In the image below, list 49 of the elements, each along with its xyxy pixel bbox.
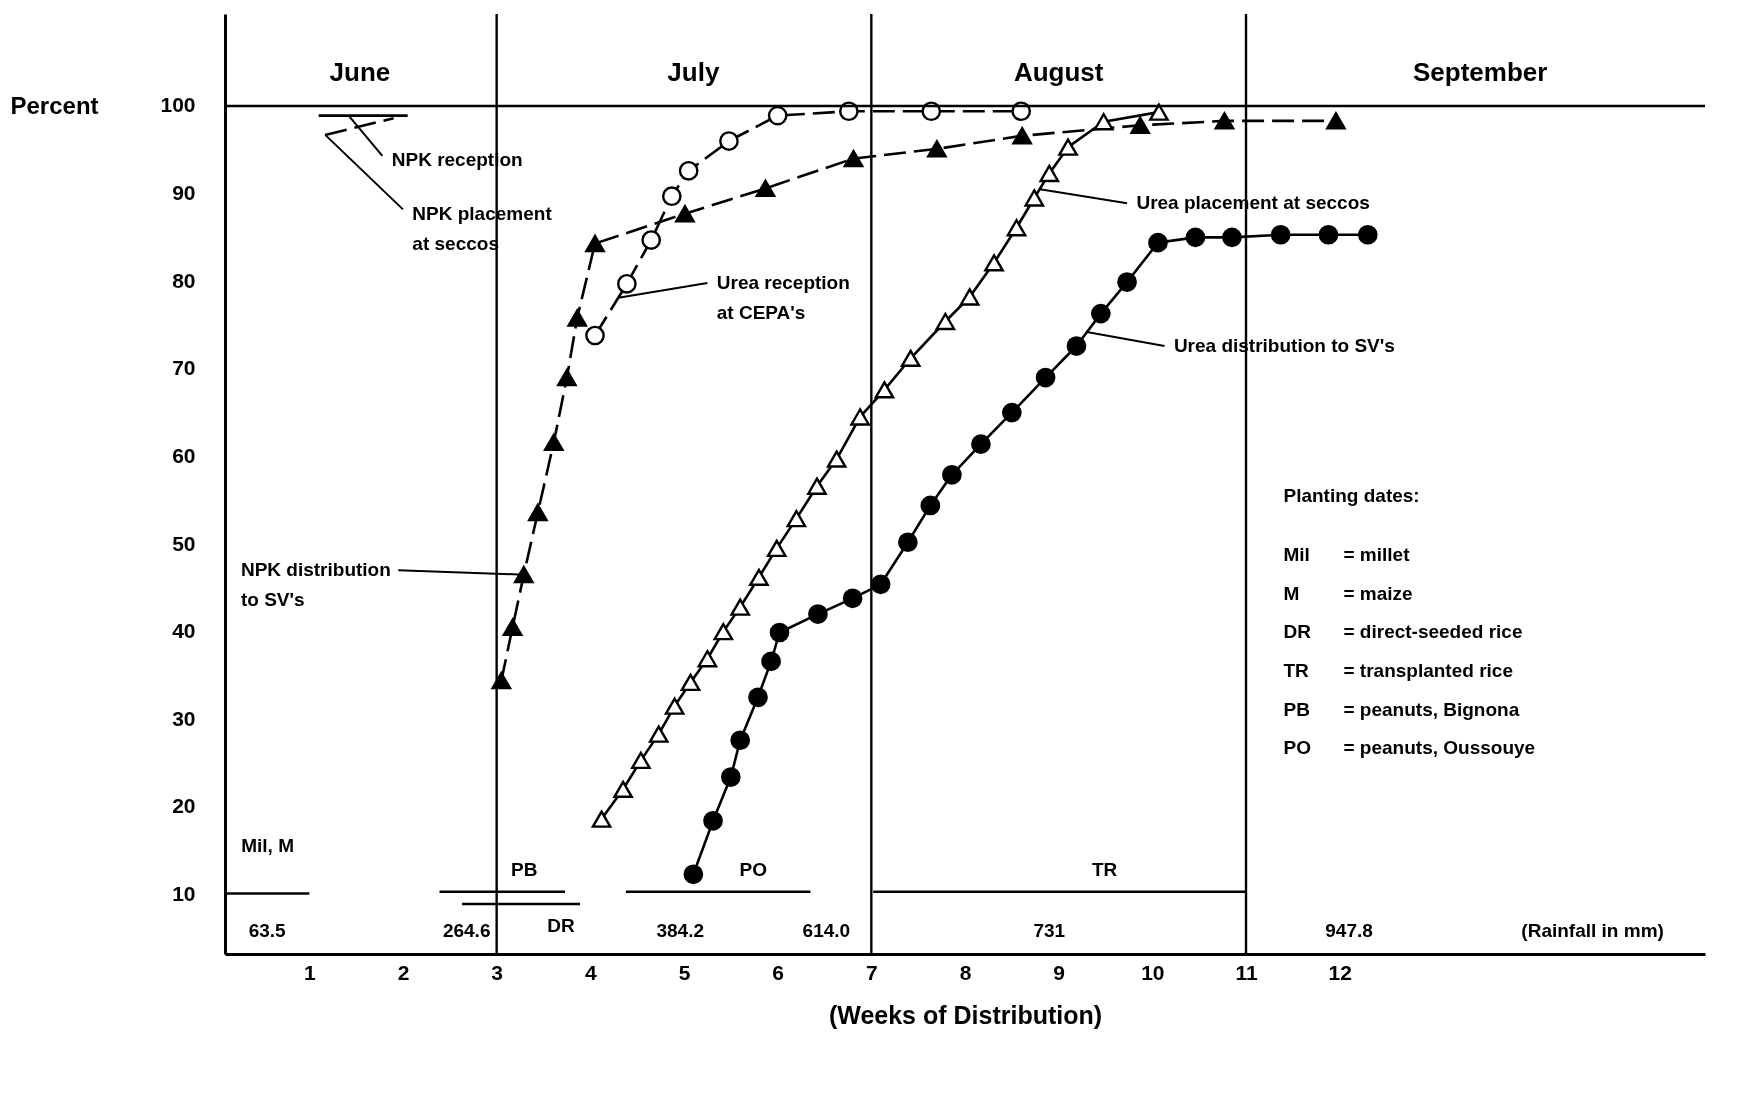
annotation: 731: [1033, 920, 1066, 942]
x-tick-label: 10: [1141, 960, 1165, 984]
text: PO = peanuts, Oussouye: [1283, 737, 1536, 759]
x-tick-label: 9: [1053, 960, 1066, 984]
x-axis-title: (Weeks of Distribution): [828, 1000, 1103, 1029]
annotation: (Rainfall in mm): [1521, 920, 1664, 942]
x-tick-label: 4: [584, 960, 597, 984]
x-tick-label: 2: [397, 960, 410, 984]
text: PB = peanuts, Bignona: [1283, 698, 1520, 720]
annotation: July: [667, 56, 720, 87]
text: TR = transplanted rice: [1283, 660, 1513, 682]
annotation: 384.2: [656, 920, 705, 942]
y-tick-label: 60: [172, 443, 196, 467]
annotation: Urea reception at CEPA's: [716, 271, 850, 323]
annotation: 63.5: [248, 920, 287, 942]
annotation: September: [1412, 56, 1548, 87]
annotation: 614.0: [802, 920, 851, 942]
y-tick-label: 100: [160, 93, 196, 117]
x-tick-label: 11: [1235, 960, 1258, 984]
y-tick-label: 80: [172, 268, 196, 292]
y-tick-label: 10: [172, 881, 196, 905]
x-tick-label: 6: [772, 960, 784, 984]
x-tick-label: 7: [865, 960, 878, 984]
annotation: 947.8: [1325, 920, 1373, 942]
x-tick-label: 1: [303, 960, 316, 984]
x-tick-label: 12: [1328, 960, 1352, 984]
series-label: Mil, M: [241, 834, 295, 856]
series-label: DR: [547, 915, 575, 937]
annotation: August: [1013, 56, 1104, 87]
x-tick-label: 5: [678, 960, 691, 984]
y-tick-label: 70: [172, 356, 196, 380]
y-tick-label: 90: [172, 181, 196, 205]
annotation: Planting dates:: [1283, 484, 1420, 506]
annotation: 264.6: [442, 920, 491, 942]
series-label: TR: [1091, 858, 1118, 880]
y-tick-label: 50: [172, 531, 196, 555]
y-tick-label: 30: [172, 706, 196, 730]
text: M = maize: [1283, 582, 1413, 604]
text: DR = direct-seeded rice: [1283, 621, 1523, 643]
series-label: PO: [739, 858, 767, 880]
series-label: PB: [511, 858, 538, 880]
x-tick-label: 8: [959, 960, 972, 984]
y-axis-title: Percent: [10, 91, 99, 119]
y-tick-label: 20: [172, 794, 196, 818]
annotation: June: [329, 56, 391, 87]
y-tick-label: 40: [172, 619, 196, 643]
x-tick-label: 3: [491, 960, 503, 984]
annotation: NPK distribution to SV's: [240, 559, 391, 611]
text: Mil = millet: [1283, 544, 1410, 566]
